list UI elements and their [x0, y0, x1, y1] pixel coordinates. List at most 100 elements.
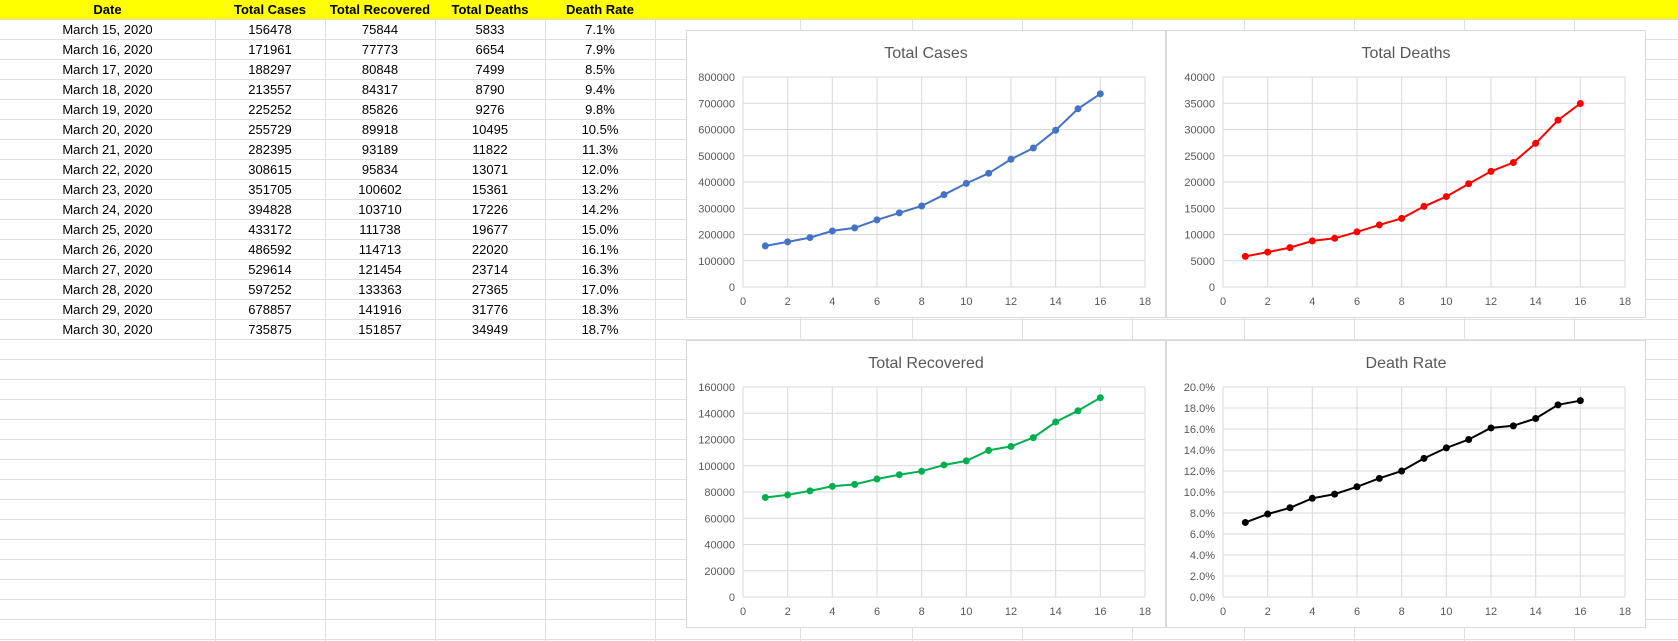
table-cell[interactable]: 213557	[248, 82, 291, 97]
data-point[interactable]	[1331, 490, 1339, 498]
table-cell[interactable]: March 19, 2020	[62, 102, 152, 117]
data-point[interactable]	[1532, 139, 1540, 147]
table-cell[interactable]: March 21, 2020	[62, 142, 152, 157]
table-cell[interactable]: 9276	[476, 102, 505, 117]
table-cell[interactable]: March 28, 2020	[62, 282, 152, 297]
table-cell[interactable]: 11822	[472, 142, 507, 157]
table-cell[interactable]: 89918	[362, 122, 398, 137]
data-point[interactable]	[1029, 144, 1037, 152]
table-cell[interactable]: 34949	[472, 322, 508, 337]
data-point[interactable]	[1576, 397, 1584, 405]
data-point[interactable]	[1420, 454, 1428, 462]
table-cell[interactable]: 17226	[472, 202, 508, 217]
data-point[interactable]	[1029, 434, 1037, 442]
data-point[interactable]	[1576, 100, 1584, 108]
table-cell[interactable]: 188297	[248, 62, 291, 77]
table-header-cell[interactable]: Total Recovered	[330, 2, 430, 17]
data-point[interactable]	[851, 224, 859, 232]
table-cell[interactable]: 80848	[362, 62, 398, 77]
table-cell[interactable]: March 27, 2020	[62, 262, 152, 277]
data-point[interactable]	[1241, 518, 1249, 526]
table-cell[interactable]: 597252	[248, 282, 291, 297]
table-cell[interactable]: 433172	[248, 222, 291, 237]
data-point[interactable]	[895, 209, 903, 217]
data-point[interactable]	[1554, 401, 1562, 409]
data-point[interactable]	[1487, 167, 1495, 175]
data-point[interactable]	[873, 475, 881, 483]
data-point[interactable]	[851, 480, 859, 488]
data-point[interactable]	[1375, 221, 1383, 229]
data-point[interactable]	[940, 461, 948, 469]
table-cell[interactable]: 84317	[362, 82, 398, 97]
table-cell[interactable]: 7499	[476, 62, 505, 77]
table-cell[interactable]: 111738	[359, 222, 400, 237]
table-cell[interactable]: 17.0%	[582, 282, 619, 297]
table-cell[interactable]: March 20, 2020	[62, 122, 152, 137]
table-cell[interactable]: 6654	[476, 42, 505, 57]
table-cell[interactable]: March 24, 2020	[62, 202, 152, 217]
table-cell[interactable]: 735875	[248, 322, 291, 337]
table-cell[interactable]: 7.9%	[585, 42, 615, 57]
data-point[interactable]	[1532, 415, 1540, 422]
data-point[interactable]	[828, 482, 836, 490]
data-point[interactable]	[1096, 90, 1104, 98]
table-cell[interactable]: 351705	[248, 182, 291, 197]
table-cell[interactable]: 114713	[359, 242, 401, 257]
chart-total-deaths[interactable]: Total Deaths 0 5000 10000 15000 20000 25000 300…	[1166, 30, 1646, 318]
data-point[interactable]	[1052, 126, 1060, 134]
table-header-cell[interactable]: Total Cases	[234, 2, 306, 17]
table-cell[interactable]: 14.2%	[582, 202, 619, 217]
data-point[interactable]	[1264, 248, 1272, 256]
data-point[interactable]	[1096, 394, 1104, 402]
table-cell[interactable]: March 22, 2020	[62, 162, 152, 177]
table-cell[interactable]: 77773	[362, 42, 398, 57]
table-cell[interactable]: 16.3%	[582, 262, 619, 277]
data-point[interactable]	[985, 446, 993, 454]
table-cell[interactable]: 121454	[358, 262, 401, 277]
data-point[interactable]	[1241, 252, 1249, 260]
table-cell[interactable]: 19677	[472, 222, 508, 237]
table-cell[interactable]: 486592	[248, 242, 291, 257]
data-point[interactable]	[1509, 159, 1517, 167]
table-cell[interactable]: March 23, 2020	[62, 182, 152, 197]
data-point[interactable]	[761, 242, 769, 250]
data-point[interactable]	[1353, 483, 1361, 491]
data-point[interactable]	[1286, 244, 1294, 252]
data-point[interactable]	[1264, 510, 1272, 518]
table-cell[interactable]: 22020	[472, 242, 508, 257]
table-cell[interactable]: 16.1%	[582, 242, 619, 257]
table-cell[interactable]: 10.5%	[582, 122, 619, 137]
table-cell[interactable]: March 15, 2020	[62, 22, 152, 37]
chart-total-cases[interactable]: Total Cases 0 100000 200000 300000 400000 5000…	[686, 30, 1166, 318]
data-point[interactable]	[1007, 155, 1015, 163]
data-point[interactable]	[1286, 504, 1294, 512]
table-cell[interactable]: March 29, 2020	[62, 302, 152, 317]
data-point[interactable]	[985, 169, 993, 177]
data-point[interactable]	[1007, 442, 1015, 450]
table-cell[interactable]: 18.7%	[582, 322, 619, 337]
data-point[interactable]	[784, 491, 792, 499]
data-point[interactable]	[962, 179, 970, 187]
data-point[interactable]	[806, 234, 814, 242]
data-point[interactable]	[1465, 180, 1473, 188]
table-header-cell[interactable]: Total Deaths	[451, 2, 528, 17]
table-cell[interactable]: 255729	[248, 122, 291, 137]
table-cell[interactable]: 7.1%	[585, 22, 615, 37]
data-point[interactable]	[1442, 193, 1450, 201]
table-cell[interactable]: 9.4%	[585, 82, 615, 97]
table-cell[interactable]: 225252	[248, 102, 291, 117]
table-cell[interactable]: 93189	[362, 142, 398, 157]
table-cell[interactable]: 11.3%	[582, 142, 618, 157]
table-cell[interactable]: 103710	[358, 202, 401, 217]
table-cell[interactable]: March 30, 2020	[62, 322, 152, 337]
table-cell[interactable]: 95834	[362, 162, 398, 177]
table-cell[interactable]: 13.2%	[582, 182, 619, 197]
table-cell[interactable]: 394828	[248, 202, 291, 217]
data-point[interactable]	[873, 216, 881, 224]
table-cell[interactable]: 5833	[476, 22, 505, 37]
table-cell[interactable]: 85826	[362, 102, 398, 117]
table-cell[interactable]: 15.0%	[582, 222, 619, 237]
data-point[interactable]	[1308, 237, 1316, 245]
data-point[interactable]	[1509, 422, 1517, 430]
table-cell[interactable]: 678857	[248, 302, 291, 317]
